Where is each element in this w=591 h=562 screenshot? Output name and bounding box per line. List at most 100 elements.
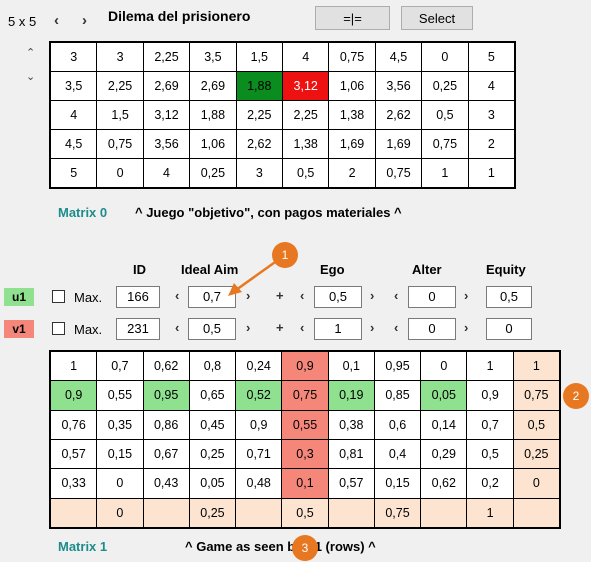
matrix0-cell[interactable]: 3 (51, 43, 97, 71)
matrix1-cell[interactable]: 0,9 (236, 410, 282, 439)
alter-field-v1[interactable]: 0 (408, 318, 456, 340)
matrix1-cell[interactable]: 1 (467, 352, 513, 381)
matrix1-cell[interactable] (143, 498, 189, 527)
matrix0-cell[interactable]: 5 (468, 43, 514, 71)
ego-dec-v1[interactable]: ‹ (300, 320, 305, 335)
matrix1-cell[interactable]: 0,29 (421, 440, 467, 469)
ideal-field-v1[interactable]: 0,5 (188, 318, 236, 340)
matrix0-cell[interactable]: 3 (236, 159, 282, 187)
matrix0-cell[interactable]: 1,5 (97, 101, 143, 129)
matrix1-cell[interactable]: 0,7 (97, 352, 143, 381)
matrix1-cell[interactable]: 0,05 (189, 469, 236, 498)
matrix1-cell[interactable]: 0,35 (97, 410, 143, 439)
matrix0-cell[interactable]: 1,88 (190, 101, 236, 129)
ego-inc-u1[interactable]: › (370, 288, 375, 303)
matrix1-cell[interactable]: 1 (51, 352, 97, 381)
matrix0-cell[interactable]: 2,25 (143, 43, 190, 71)
matrix0-cell[interactable]: 1,69 (375, 130, 422, 158)
matrix1-cell[interactable]: 0,3 (282, 440, 328, 469)
matrix0-cell[interactable]: 1 (468, 159, 514, 187)
matrix1-cell[interactable]: 0,2 (467, 469, 513, 498)
matrix1-cell[interactable]: 0,9 (467, 381, 513, 410)
matrix1-cell[interactable]: 0,9 (282, 352, 328, 381)
matrix1-cell[interactable]: 0,43 (143, 469, 189, 498)
matrix0-cell[interactable]: 3 (97, 43, 143, 71)
matrix0-cell[interactable]: 3,5 (190, 43, 236, 71)
matrix0-cell[interactable]: 4 (283, 43, 329, 71)
matrix1-cell[interactable]: 0,57 (328, 469, 374, 498)
matrix1-cell[interactable]: 0,33 (51, 469, 97, 498)
matrix0-cell[interactable]: 1 (422, 159, 468, 187)
matrix0-cell[interactable]: 2,69 (143, 72, 190, 100)
matrix1-cell[interactable]: 0,5 (282, 498, 328, 527)
ideal-inc-v1[interactable]: › (246, 320, 251, 335)
matrix1-cell[interactable]: 0,75 (374, 498, 421, 527)
alter-dec-u1[interactable]: ‹ (394, 288, 399, 303)
matrix1-cell[interactable]: 0,65 (189, 381, 236, 410)
matrix1-cell[interactable]: 0,15 (97, 440, 143, 469)
max-checkbox-v1[interactable] (52, 322, 65, 335)
matrix1-cell[interactable]: 0,38 (328, 410, 374, 439)
matrix1-cell[interactable]: 0,85 (374, 381, 421, 410)
matrix1-cell[interactable]: 0,25 (189, 440, 236, 469)
matrix0-cell[interactable]: 1,06 (190, 130, 236, 158)
ego-field-v1[interactable]: 1 (314, 318, 362, 340)
matrix1-cell[interactable]: 0,62 (143, 352, 189, 381)
matrix0-cell[interactable]: 2,62 (236, 130, 282, 158)
alter-field-u1[interactable]: 0 (408, 286, 456, 308)
matrix1-cell[interactable]: 0,25 (189, 498, 236, 527)
alter-inc-v1[interactable]: › (464, 320, 469, 335)
matrix0-cell[interactable]: 1,69 (329, 130, 375, 158)
matrix0-cell[interactable]: 3,5 (51, 72, 97, 100)
matrix1-cell[interactable]: 0,67 (143, 440, 189, 469)
matrix1-cell[interactable]: 0,6 (374, 410, 421, 439)
matrix0-cell[interactable]: 3,12 (283, 72, 329, 100)
matrix0-cell[interactable]: 0,75 (375, 159, 422, 187)
matrix0-cell[interactable]: 2,69 (190, 72, 236, 100)
equity-field-u1[interactable]: 0,5 (486, 286, 532, 308)
matrix1-cell[interactable]: 0 (97, 498, 143, 527)
matrix1-cell[interactable]: 0,57 (51, 440, 97, 469)
matrix1-cell[interactable]: 0,81 (328, 440, 374, 469)
size-prev-button[interactable]: ‹ (54, 12, 59, 29)
matrix0-cell[interactable]: 4,5 (375, 43, 422, 71)
matrix1-cell[interactable]: 0,24 (236, 352, 282, 381)
ideal-field-u1[interactable]: 0,7 (188, 286, 236, 308)
id-field-u1[interactable]: 166 (116, 286, 160, 308)
matrix1-cell[interactable]: 0,1 (282, 469, 328, 498)
matrix1-cell[interactable]: 0 (513, 469, 559, 498)
matrix0-cell[interactable]: 2 (329, 159, 375, 187)
matrix1-cell[interactable]: 0,48 (236, 469, 282, 498)
matrix0-cell[interactable]: 1,88 (236, 72, 282, 100)
ego-dec-u1[interactable]: ‹ (300, 288, 305, 303)
matrix0-cell[interactable]: 0,75 (422, 130, 468, 158)
equal-button[interactable]: =|= (315, 6, 390, 30)
matrix1-cell[interactable] (51, 498, 97, 527)
matrix1-cell[interactable]: 0,71 (236, 440, 282, 469)
ideal-inc-u1[interactable]: › (246, 288, 251, 303)
matrix1-cell[interactable] (421, 498, 467, 527)
id-field-v1[interactable]: 231 (116, 318, 160, 340)
matrix1-cell[interactable]: 0,76 (51, 410, 97, 439)
matrix0-cell[interactable]: 3,12 (143, 101, 190, 129)
matrix0-cell[interactable]: 1,38 (329, 101, 375, 129)
matrix0-cell[interactable]: 3 (468, 101, 514, 129)
matrix0-cell[interactable]: 3,56 (143, 130, 190, 158)
matrix0-cell[interactable]: 2,62 (375, 101, 422, 129)
matrix1-cell[interactable]: 0,7 (467, 410, 513, 439)
matrix1-cell[interactable]: 0,15 (374, 469, 421, 498)
size-next-button[interactable]: › (82, 12, 87, 29)
matrix0-cell[interactable]: 0,5 (283, 159, 329, 187)
matrix0-cell[interactable]: 4,5 (51, 130, 97, 158)
ideal-dec-v1[interactable]: ‹ (175, 320, 180, 335)
matrix0-cell[interactable]: 4 (468, 72, 514, 100)
matrix1-cell[interactable]: 0 (97, 469, 143, 498)
matrix0-cell[interactable]: 5 (51, 159, 97, 187)
matrix0-cell[interactable]: 0 (97, 159, 143, 187)
matrix1-cell[interactable]: 0,95 (374, 352, 421, 381)
matrix1-cell[interactable]: 0,14 (421, 410, 467, 439)
matrix1-cell[interactable]: 0,75 (282, 381, 328, 410)
matrix1-cell[interactable]: 0,75 (513, 381, 559, 410)
matrix1-cell[interactable] (328, 498, 374, 527)
matrix0-cell[interactable]: 4 (143, 159, 190, 187)
